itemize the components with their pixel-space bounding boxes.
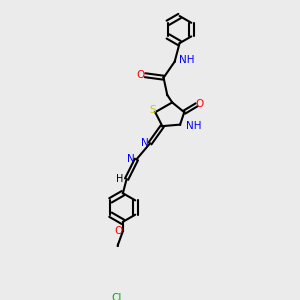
Text: O: O [114,226,123,236]
Text: N: N [141,138,148,148]
Text: NH: NH [185,121,201,131]
Text: Cl: Cl [112,293,122,300]
Text: S: S [149,105,156,115]
Text: NH: NH [179,56,195,65]
Text: O: O [195,99,204,109]
Text: O: O [136,70,145,80]
Text: N: N [127,154,135,164]
Text: H: H [116,174,123,184]
